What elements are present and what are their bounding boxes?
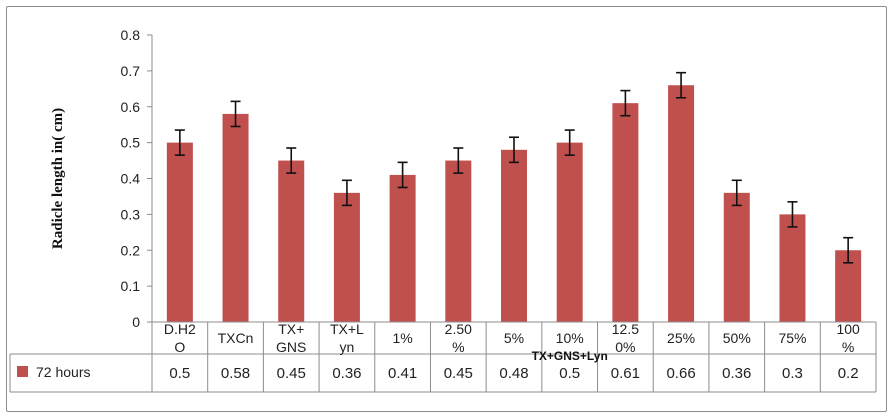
category-label: TX+L bbox=[330, 321, 364, 337]
category-label: D.H2 bbox=[164, 321, 196, 337]
category-label: 75% bbox=[778, 330, 806, 346]
data-table-value: 0.45 bbox=[444, 365, 473, 382]
y-tick-label: 0.4 bbox=[121, 171, 141, 187]
y-tick-label: 0 bbox=[132, 314, 140, 330]
data-table-value: 0.5 bbox=[559, 365, 580, 382]
y-tick-label: 0.5 bbox=[121, 135, 141, 151]
category-label: yn bbox=[340, 339, 355, 355]
category-label: 100 bbox=[836, 321, 860, 337]
data-table-value: 0.2 bbox=[838, 365, 859, 382]
category-label: 12.5 bbox=[612, 321, 639, 337]
y-tick-label: 0.2 bbox=[121, 242, 141, 258]
bar bbox=[445, 160, 472, 322]
bar bbox=[501, 149, 527, 322]
data-table-value: 0.66 bbox=[666, 365, 695, 382]
bar bbox=[668, 85, 695, 322]
data-table-value: 0.58 bbox=[221, 365, 250, 382]
category-label: TX+ bbox=[278, 321, 304, 337]
category-label: 5% bbox=[504, 330, 524, 346]
category-label: TXCn bbox=[218, 330, 254, 346]
category-label: 50% bbox=[723, 330, 751, 346]
data-table-value: 0.61 bbox=[611, 365, 640, 382]
data-table-value: 0.36 bbox=[332, 365, 361, 382]
bar bbox=[166, 142, 193, 322]
bar bbox=[389, 174, 416, 322]
bar bbox=[333, 192, 360, 322]
category-label: % bbox=[452, 339, 464, 355]
group-label: TX+GNS+Lyn bbox=[532, 349, 608, 363]
chart-frame bbox=[6, 6, 887, 412]
data-table-value: 0.3 bbox=[782, 365, 803, 382]
y-tick-label: 0.6 bbox=[121, 99, 141, 115]
legend-swatch bbox=[17, 366, 28, 377]
category-label: GNS bbox=[276, 339, 306, 355]
category-label: 10% bbox=[556, 330, 584, 346]
bar bbox=[779, 214, 806, 322]
bar bbox=[278, 160, 305, 322]
category-label: 25% bbox=[667, 330, 695, 346]
data-table-value: 0.45 bbox=[277, 365, 306, 382]
bar bbox=[222, 113, 249, 322]
bar bbox=[612, 103, 639, 322]
bar bbox=[723, 192, 750, 322]
data-table-value: 0.5 bbox=[169, 365, 190, 382]
category-label: 0% bbox=[615, 339, 635, 355]
data-table-value: 0.36 bbox=[722, 365, 751, 382]
y-tick-label: 0.3 bbox=[121, 206, 141, 222]
category-label: 1% bbox=[392, 330, 412, 346]
y-axis-label: Radicle length in( cm) bbox=[50, 108, 66, 249]
category-label: 2.50 bbox=[445, 321, 472, 337]
category-label: % bbox=[842, 339, 854, 355]
data-table-value: 0.41 bbox=[388, 365, 417, 382]
y-tick-label: 0.7 bbox=[121, 63, 141, 79]
category-label: O bbox=[174, 339, 185, 355]
y-tick-label: 0.1 bbox=[121, 278, 141, 294]
bar bbox=[556, 142, 583, 322]
y-tick-label: 0.8 bbox=[121, 27, 141, 43]
data-table-value: 0.48 bbox=[499, 365, 528, 382]
legend-label: 72 hours bbox=[36, 364, 90, 380]
